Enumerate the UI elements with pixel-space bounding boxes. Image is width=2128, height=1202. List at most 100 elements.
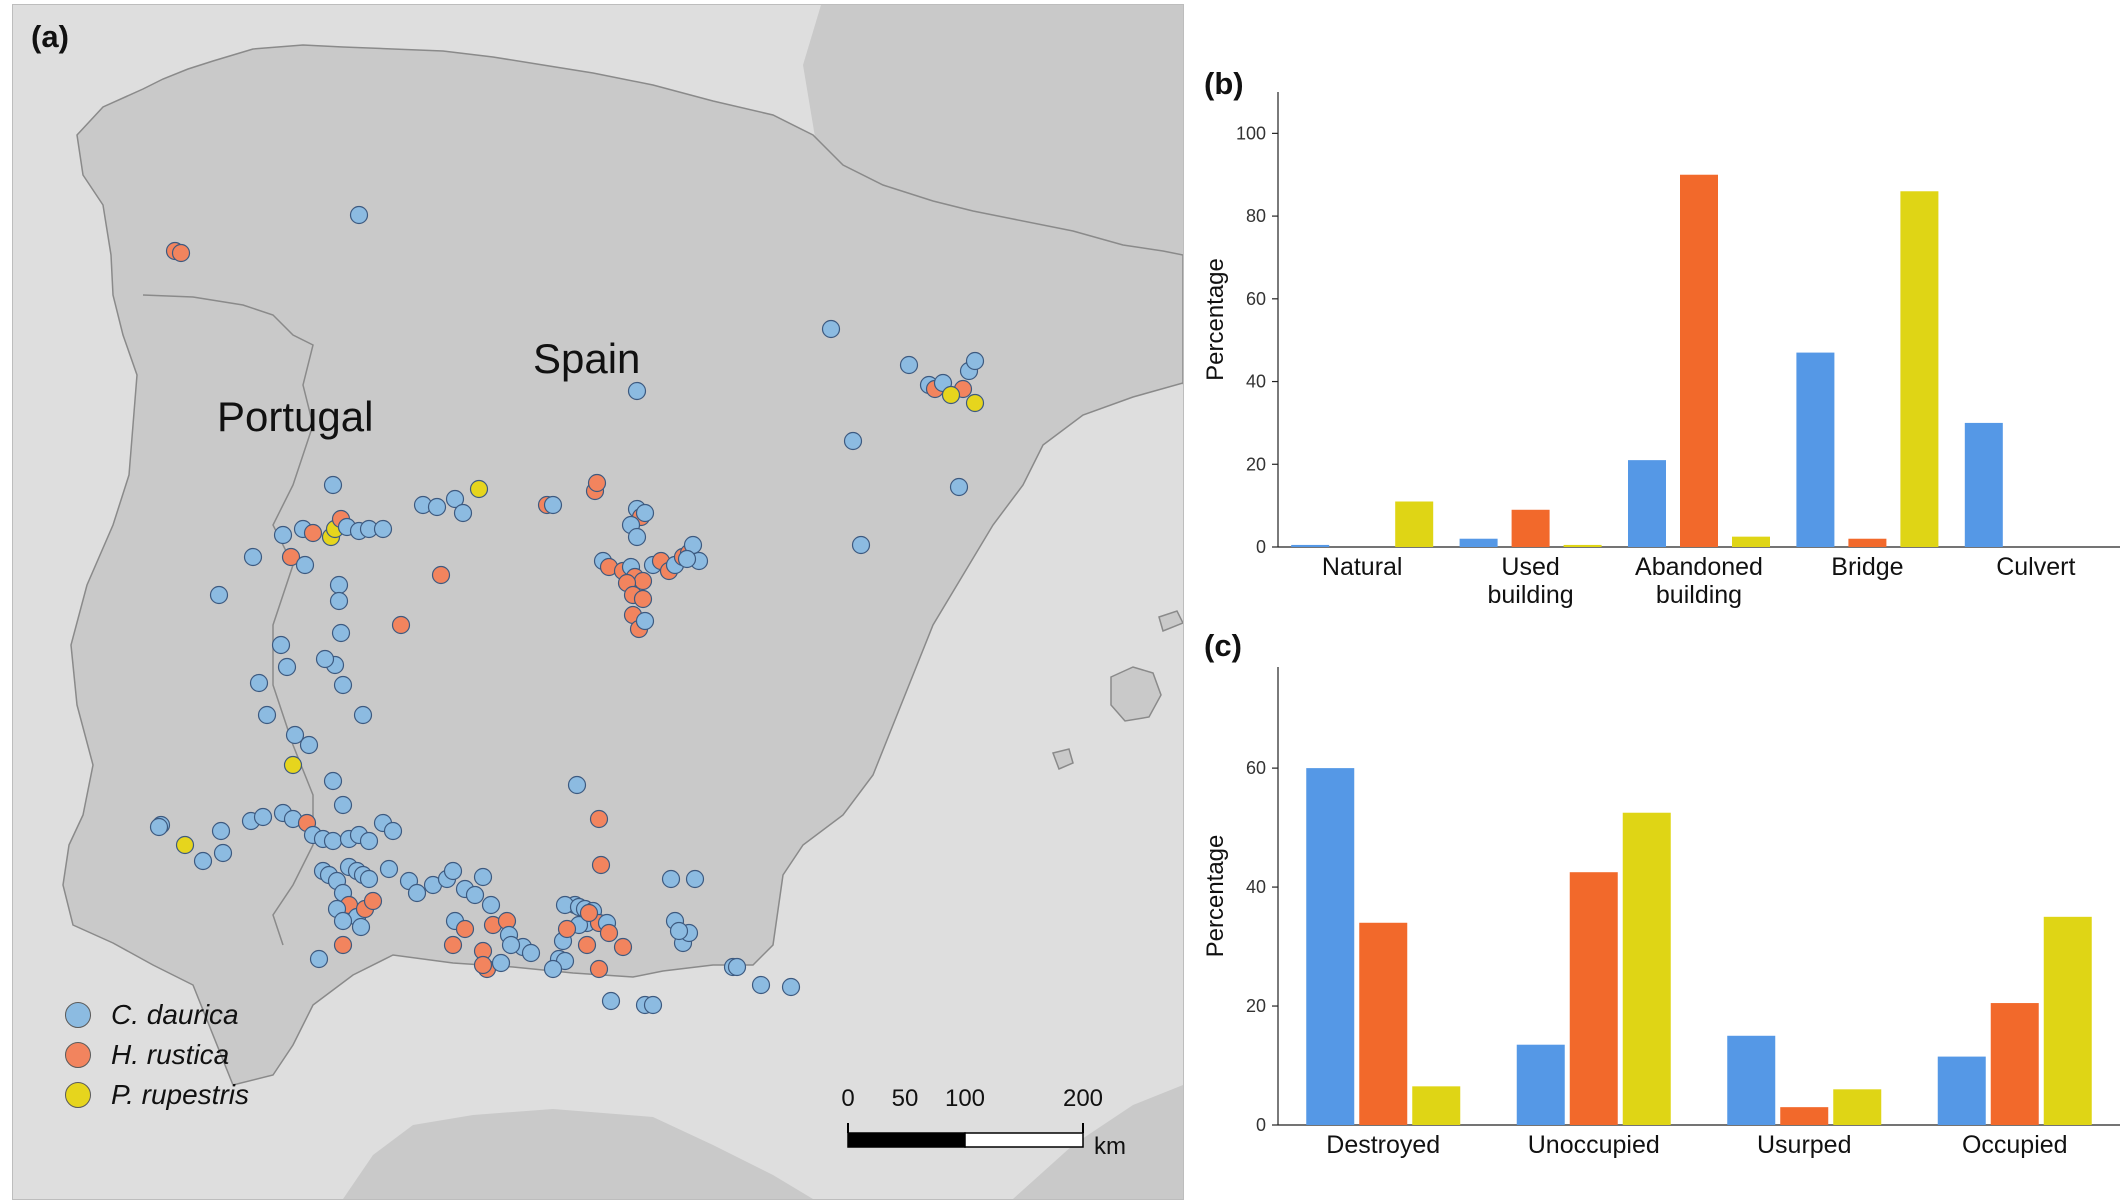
nest-site-marker [677, 549, 697, 569]
bar [2043, 916, 2092, 1125]
nest-site-marker [445, 489, 465, 509]
nest-site-marker [949, 477, 969, 497]
y-axis-label: Percentage [1202, 258, 1229, 381]
x-tick-label: Unoccupied [1528, 1131, 1660, 1159]
bar [1990, 1003, 2039, 1125]
bar [1732, 536, 1770, 547]
bar [1563, 544, 1602, 547]
bar [1569, 872, 1618, 1125]
bar [1900, 191, 1939, 547]
africa-land [343, 1109, 813, 1199]
nest-site-marker [443, 861, 463, 881]
nest-site-marker [209, 585, 229, 605]
y-tick-label: 60 [1246, 758, 1266, 778]
portugal-border [142, 294, 314, 946]
nest-site-marker [315, 649, 335, 669]
mallorca-island [1110, 666, 1162, 722]
nest-site-marker [253, 807, 273, 827]
nest-site-marker [257, 705, 277, 725]
nest-site-marker [359, 831, 379, 851]
nest-site-marker [587, 473, 607, 493]
legend-label-c-daurica: C. daurica [111, 999, 239, 1030]
x-tick-label: Abandoned [1635, 553, 1763, 581]
nest-site-marker [481, 895, 501, 915]
nest-site-marker [243, 547, 263, 567]
nest-site-marker [273, 525, 293, 545]
chart-c: 0 20 40 60 Percentage Destroyed Unoccupied Usur… [1202, 667, 2120, 1159]
nest-site-marker [577, 935, 597, 955]
nest-site-marker [851, 535, 871, 555]
nest-site-marker [661, 869, 681, 889]
bar [1622, 812, 1671, 1125]
nest-site-marker [427, 497, 447, 517]
y-tick-label: 0 [1256, 1115, 1266, 1135]
nest-site-marker [323, 771, 343, 791]
x-tick-label: Bridge [1831, 553, 1903, 581]
nest-site-marker [283, 755, 303, 775]
nest-site-marker [465, 885, 485, 905]
bar [1727, 1035, 1776, 1125]
bar [1412, 1086, 1461, 1125]
y-tick-label: 80 [1246, 206, 1266, 226]
nest-site-marker [249, 673, 269, 693]
map-panel: (a) Portugal Spain C. daurica H. rustica… [12, 4, 1184, 1200]
nest-site-marker [391, 615, 411, 635]
y-tick-label: 40 [1246, 372, 1266, 392]
y-tick-label: 20 [1246, 454, 1266, 474]
nest-site-marker [281, 547, 301, 567]
nest-site-marker [473, 867, 493, 887]
y-tick-label: 100 [1236, 123, 1266, 143]
nest-site-marker [899, 355, 919, 375]
nest-site-marker [303, 523, 323, 543]
nest-site-marker [373, 519, 393, 539]
nest-site-marker [727, 957, 747, 977]
nest-site-marker [635, 503, 655, 523]
menorca-island [1158, 610, 1183, 633]
x-tick-label: building [1488, 581, 1574, 609]
nest-site-marker [383, 821, 403, 841]
nest-site-marker [557, 919, 577, 939]
legend-swatch-p-rupestris [65, 1082, 91, 1108]
panel-a-label: (a) [31, 19, 69, 54]
nest-site-marker [453, 503, 473, 523]
nest-site-marker [579, 903, 599, 923]
x-tick-label: Natural [1322, 553, 1403, 581]
nest-site-marker [599, 923, 619, 943]
bar [1459, 538, 1498, 547]
nest-site-marker [329, 591, 349, 611]
nest-site-marker [171, 243, 191, 263]
nest-site-marker [323, 831, 343, 851]
nest-site-marker [333, 675, 353, 695]
bar [1796, 352, 1835, 547]
x-tick-label: Culvert [1996, 553, 2075, 581]
nest-site-marker [843, 431, 863, 451]
scale-label-200: 200 [1062, 1085, 1104, 1112]
scale-label-100: 100 [944, 1085, 986, 1112]
nest-site-marker [491, 953, 511, 973]
nest-site-marker [965, 351, 985, 371]
nest-site-marker [333, 795, 353, 815]
nest-site-marker [543, 959, 563, 979]
bar [1780, 1107, 1829, 1125]
legend-item-c-daurica: C. daurica [65, 995, 249, 1035]
ibiza-island [1052, 748, 1074, 770]
nest-site-marker [333, 935, 353, 955]
nest-site-marker [331, 623, 351, 643]
scale-unit-label: km [1094, 1133, 1126, 1160]
nest-site-marker [329, 575, 349, 595]
nest-site-marker [349, 205, 369, 225]
nest-site-marker [669, 921, 689, 941]
y-tick-label: 20 [1246, 996, 1266, 1016]
bar [1511, 509, 1550, 547]
nest-site-marker [363, 891, 383, 911]
y-tick-label: 40 [1246, 877, 1266, 897]
nest-site-marker [751, 975, 771, 995]
iberia-map [62, 5, 1183, 1199]
nest-site-marker [543, 495, 563, 515]
nest-site-marker [351, 917, 371, 937]
portugal-label: Portugal [217, 393, 374, 440]
nest-site-marker [295, 555, 315, 575]
africa-east-land [1013, 1085, 1183, 1199]
nest-site-marker [685, 869, 705, 889]
